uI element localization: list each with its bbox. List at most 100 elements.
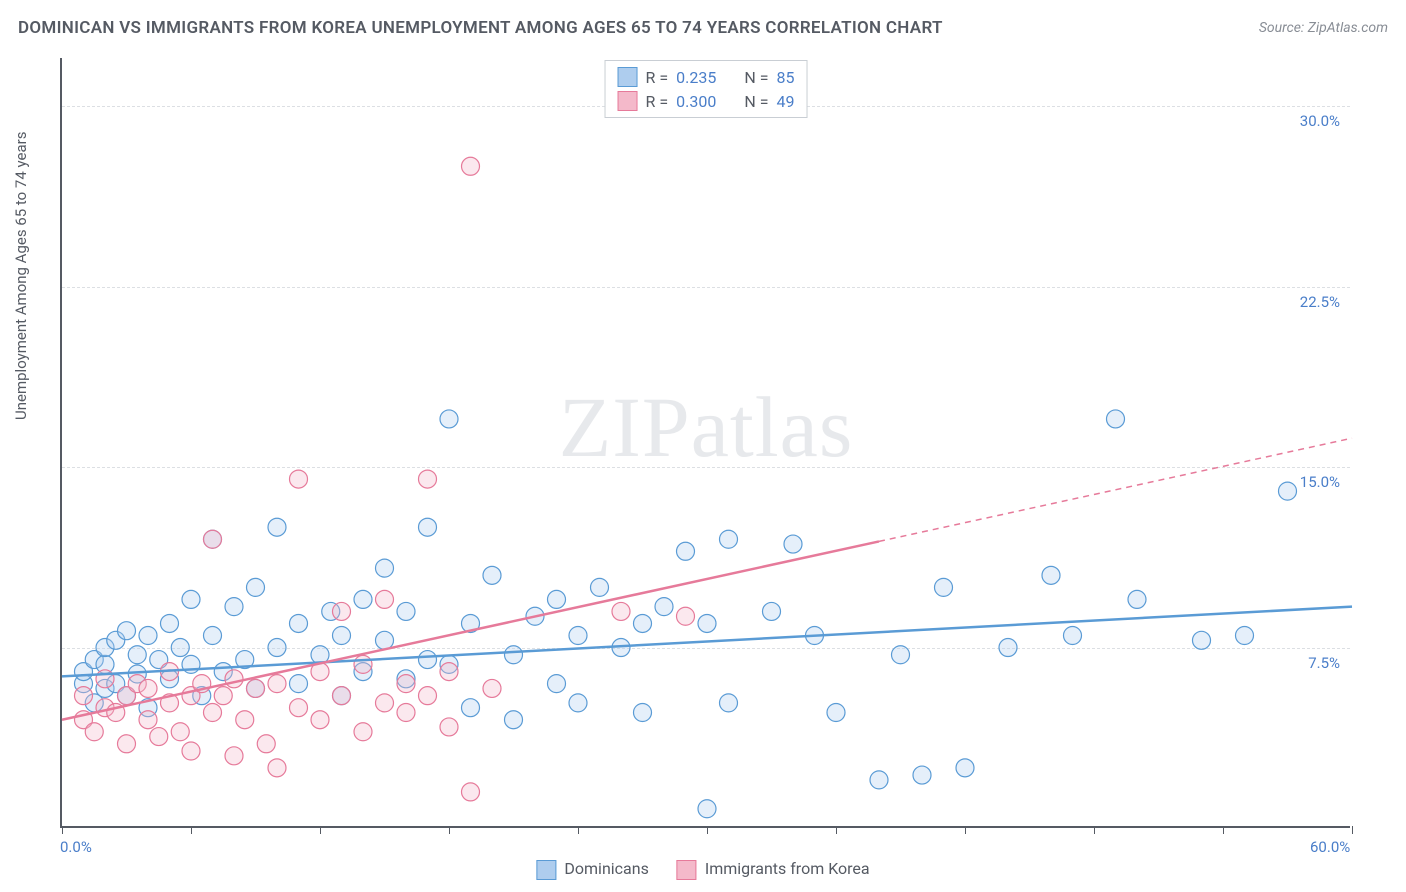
data-point-korea bbox=[182, 742, 200, 760]
data-point-dominicans bbox=[935, 578, 953, 596]
x-tick-label: 0.0% bbox=[60, 838, 92, 856]
data-point-korea bbox=[397, 704, 415, 722]
data-point-korea bbox=[483, 679, 501, 697]
data-point-dominicans bbox=[763, 602, 781, 620]
data-point-dominicans bbox=[1064, 627, 1082, 645]
data-point-dominicans bbox=[1128, 590, 1146, 608]
source-attribution: Source: ZipAtlas.com bbox=[1259, 20, 1388, 36]
data-point-korea bbox=[214, 687, 232, 705]
scatter-svg bbox=[62, 58, 1350, 826]
data-point-korea bbox=[85, 723, 103, 741]
data-point-korea bbox=[397, 675, 415, 693]
data-point-dominicans bbox=[698, 614, 716, 632]
n-label: N = bbox=[744, 92, 768, 111]
legend-row-dominicans: R = 0.235 N = 85 bbox=[618, 65, 795, 89]
data-point-dominicans bbox=[333, 627, 351, 645]
data-point-dominicans bbox=[268, 518, 286, 536]
data-point-dominicans bbox=[419, 651, 437, 669]
y-tick-label: 22.5% bbox=[1300, 293, 1340, 311]
data-point-dominicans bbox=[139, 627, 157, 645]
data-point-dominicans bbox=[956, 759, 974, 777]
r-value-dominicans: 0.235 bbox=[676, 68, 716, 87]
data-point-dominicans bbox=[505, 711, 523, 729]
data-point-dominicans bbox=[827, 704, 845, 722]
data-point-korea bbox=[677, 607, 695, 625]
data-point-dominicans bbox=[376, 559, 394, 577]
data-point-dominicans bbox=[204, 627, 222, 645]
legend-swatch-korea-icon bbox=[677, 860, 697, 880]
data-point-dominicans bbox=[569, 694, 587, 712]
data-point-korea bbox=[376, 694, 394, 712]
data-point-dominicans bbox=[440, 410, 458, 428]
data-point-korea bbox=[440, 663, 458, 681]
data-point-dominicans bbox=[784, 535, 802, 553]
data-point-korea bbox=[204, 704, 222, 722]
data-point-korea bbox=[462, 157, 480, 175]
r-value-korea: 0.300 bbox=[676, 92, 716, 111]
data-point-korea bbox=[247, 679, 265, 697]
n-value-korea: 49 bbox=[776, 92, 794, 111]
data-point-korea bbox=[290, 470, 308, 488]
data-point-korea bbox=[354, 723, 372, 741]
x-tick-label: 60.0% bbox=[1310, 838, 1350, 856]
data-point-korea bbox=[419, 687, 437, 705]
data-point-dominicans bbox=[505, 646, 523, 664]
data-point-dominicans bbox=[171, 639, 189, 657]
data-point-korea bbox=[268, 675, 286, 693]
data-point-dominicans bbox=[999, 639, 1017, 657]
n-label: N = bbox=[744, 68, 768, 87]
data-point-korea bbox=[333, 687, 351, 705]
data-point-korea bbox=[225, 670, 243, 688]
data-point-dominicans bbox=[290, 614, 308, 632]
legend-swatch-korea bbox=[618, 91, 638, 111]
data-point-dominicans bbox=[419, 518, 437, 536]
data-point-dominicans bbox=[290, 675, 308, 693]
legend-label-dominicans: Dominicans bbox=[564, 859, 648, 878]
y-tick-label: 7.5% bbox=[1308, 654, 1340, 672]
data-point-dominicans bbox=[591, 578, 609, 596]
data-point-dominicans bbox=[1042, 566, 1060, 584]
legend-item-dominicans: Dominicans bbox=[536, 859, 648, 880]
data-point-korea bbox=[376, 590, 394, 608]
data-point-korea bbox=[257, 735, 275, 753]
legend-item-korea: Immigrants from Korea bbox=[677, 859, 870, 880]
data-point-korea bbox=[118, 735, 136, 753]
data-point-dominicans bbox=[1193, 631, 1211, 649]
data-point-dominicans bbox=[870, 771, 888, 789]
data-point-dominicans bbox=[128, 646, 146, 664]
data-point-dominicans bbox=[462, 699, 480, 717]
data-point-korea bbox=[290, 699, 308, 717]
series-legend: Dominicans Immigrants from Korea bbox=[536, 859, 869, 880]
data-point-dominicans bbox=[892, 646, 910, 664]
data-point-dominicans bbox=[1279, 482, 1297, 500]
trend-line-korea bbox=[62, 541, 879, 719]
data-point-dominicans bbox=[268, 639, 286, 657]
plot-area: ZIPatlas R = 0.235 N = 85 R = 0.300 N = … bbox=[60, 58, 1350, 828]
legend-row-korea: R = 0.300 N = 49 bbox=[618, 89, 795, 113]
data-point-korea bbox=[268, 759, 286, 777]
data-point-dominicans bbox=[1236, 627, 1254, 645]
chart-title: DOMINICAN VS IMMIGRANTS FROM KOREA UNEMP… bbox=[18, 18, 943, 38]
data-point-korea bbox=[150, 728, 168, 746]
data-point-korea bbox=[225, 747, 243, 765]
data-point-dominicans bbox=[1107, 410, 1125, 428]
data-point-korea bbox=[75, 687, 93, 705]
data-point-korea bbox=[139, 711, 157, 729]
n-value-dominicans: 85 bbox=[776, 68, 794, 87]
data-point-korea bbox=[171, 723, 189, 741]
data-point-korea bbox=[236, 711, 254, 729]
y-axis-label: Unemployment Among Ages 65 to 74 years bbox=[12, 132, 30, 420]
data-point-dominicans bbox=[548, 590, 566, 608]
legend-swatch-dominicans bbox=[618, 67, 638, 87]
legend-label-korea: Immigrants from Korea bbox=[705, 859, 870, 878]
data-point-korea bbox=[311, 711, 329, 729]
data-point-dominicans bbox=[677, 542, 695, 560]
r-label: R = bbox=[646, 92, 669, 111]
data-point-dominicans bbox=[182, 590, 200, 608]
data-point-dominicans bbox=[720, 530, 738, 548]
data-point-korea bbox=[204, 530, 222, 548]
data-point-dominicans bbox=[118, 622, 136, 640]
data-point-korea bbox=[333, 602, 351, 620]
data-point-dominicans bbox=[483, 566, 501, 584]
data-point-korea bbox=[462, 783, 480, 801]
